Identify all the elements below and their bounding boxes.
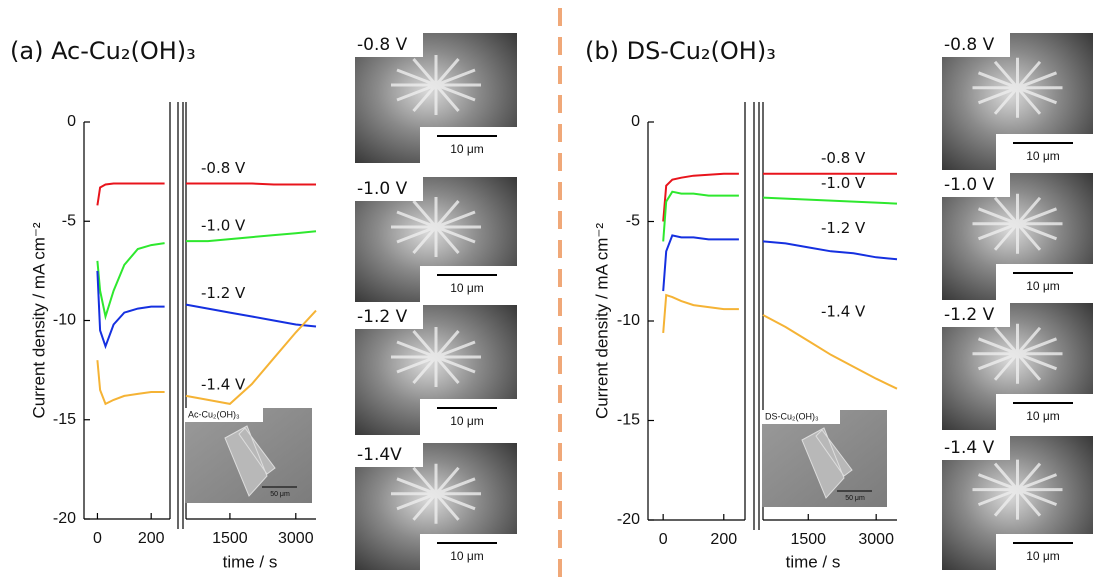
inset-label: Ac-Cu₂(OH)₃ bbox=[188, 409, 240, 419]
sem-scale-bg bbox=[996, 264, 1093, 300]
sem-scale: 10 μm bbox=[1026, 409, 1060, 423]
sem-dendrite bbox=[972, 323, 1063, 384]
sem-label: -1.4V bbox=[357, 445, 402, 465]
sem-scale-bg bbox=[996, 534, 1093, 570]
sem-scale-bg bbox=[420, 534, 517, 570]
series-line bbox=[762, 196, 898, 205]
y-axis-label: Current density / mA cm⁻² bbox=[592, 223, 611, 419]
inset-label: DS-Cu₂(OH)₃ bbox=[765, 411, 819, 421]
inset-particle bbox=[224, 425, 276, 497]
series-label: -1.0 V bbox=[201, 217, 246, 235]
series-line bbox=[662, 234, 739, 292]
x-axis-label: time / s bbox=[786, 552, 841, 571]
series-label: -1.2 V bbox=[201, 284, 246, 302]
x-tick-label: 0 bbox=[659, 531, 668, 548]
sem-label-bg bbox=[942, 173, 1010, 197]
sem-label-bg bbox=[355, 33, 423, 57]
inset-particle bbox=[801, 427, 853, 499]
sem-dendrite bbox=[391, 463, 481, 524]
sem-label-bg bbox=[355, 443, 423, 467]
series-line bbox=[186, 230, 317, 243]
y-tick-label: 0 bbox=[631, 113, 640, 130]
y-tick-label: -10 bbox=[617, 312, 640, 329]
sem-scale: 10 μm bbox=[1026, 149, 1060, 163]
series-label: -0.8 V bbox=[201, 159, 246, 177]
sem-label-bg bbox=[942, 436, 1010, 460]
series-line bbox=[96, 182, 165, 206]
inset-scale: 50 μm bbox=[845, 495, 865, 502]
sem-label: -1.2 V bbox=[357, 307, 408, 327]
series-line bbox=[96, 242, 165, 321]
inset-label-bg bbox=[185, 408, 263, 422]
sem-scale-bg bbox=[420, 127, 517, 163]
sem-scale: 10 μm bbox=[450, 414, 484, 428]
sem-label: -1.4 V bbox=[944, 438, 995, 458]
series-line bbox=[96, 360, 165, 406]
sem-label: -1.0 V bbox=[357, 179, 408, 199]
sem-scale: 10 μm bbox=[1026, 549, 1060, 563]
x-tick-label: 1500 bbox=[212, 530, 248, 547]
y-tick-label: -5 bbox=[62, 212, 76, 229]
y-tick-label: -5 bbox=[626, 213, 640, 230]
series-line bbox=[186, 182, 316, 186]
sem-scale: 10 μm bbox=[450, 142, 484, 156]
sem-dendrite bbox=[972, 459, 1063, 520]
inset-scale: 50 μm bbox=[270, 491, 290, 498]
series-line bbox=[762, 240, 898, 261]
sem-label-bg bbox=[355, 305, 423, 329]
series-line bbox=[185, 303, 317, 328]
series-line bbox=[662, 172, 739, 222]
series-label: -1.2 V bbox=[821, 219, 866, 237]
y-tick-label: -10 bbox=[53, 312, 76, 329]
sem-label-bg bbox=[942, 303, 1010, 327]
x-axis-label: time / s bbox=[223, 552, 278, 571]
sem-scale-bg bbox=[420, 399, 517, 435]
x-tick-label: 1500 bbox=[790, 531, 826, 548]
series-line bbox=[96, 270, 165, 350]
sem-scale: 10 μm bbox=[450, 549, 484, 563]
x-tick-label: 3000 bbox=[278, 530, 314, 547]
sem-label: -1.0 V bbox=[944, 175, 995, 195]
sem-scale-bg bbox=[996, 394, 1093, 430]
chart-title: (b) DS-Cu₂(OH)₃ bbox=[585, 37, 776, 65]
sem-dendrite bbox=[391, 197, 481, 257]
series-line bbox=[662, 190, 739, 242]
y-tick-label: 0 bbox=[67, 113, 76, 130]
sem-label-bg bbox=[355, 177, 423, 201]
series-line bbox=[762, 314, 898, 390]
series-label: -1.4 V bbox=[821, 302, 866, 320]
x-tick-label: 200 bbox=[138, 530, 165, 547]
x-tick-label: 200 bbox=[710, 531, 737, 548]
sem-scale-bg bbox=[996, 134, 1093, 170]
y-tick-label: -20 bbox=[53, 510, 76, 527]
series-line bbox=[185, 309, 317, 405]
sem-dendrite bbox=[391, 55, 481, 115]
sem-dendrite bbox=[972, 193, 1063, 254]
sem-label: -0.8 V bbox=[944, 35, 995, 55]
x-tick-label: 3000 bbox=[858, 531, 894, 548]
sem-label: -1.2 V bbox=[944, 305, 995, 325]
series-line bbox=[662, 293, 739, 333]
series-label: -0.8 V bbox=[821, 149, 866, 167]
chart-title: (a) Ac-Cu₂(OH)₃ bbox=[10, 37, 196, 65]
inset-label-bg bbox=[762, 410, 840, 424]
series-label: -1.0 V bbox=[821, 174, 866, 192]
sem-dendrite bbox=[972, 57, 1063, 118]
sem-dendrite bbox=[391, 327, 481, 387]
x-tick-label: 0 bbox=[93, 530, 102, 547]
y-tick-label: -15 bbox=[53, 411, 76, 428]
series-label: -1.4 V bbox=[201, 375, 246, 393]
sem-label-bg bbox=[942, 33, 1010, 57]
y-axis-label: Current density / mA cm⁻² bbox=[29, 222, 48, 418]
sem-scale: 10 μm bbox=[450, 281, 484, 295]
sem-label: -0.8 V bbox=[357, 35, 408, 55]
y-tick-label: -20 bbox=[617, 511, 640, 528]
y-tick-label: -15 bbox=[617, 412, 640, 429]
sem-scale-bg bbox=[420, 266, 517, 302]
sem-scale: 10 μm bbox=[1026, 279, 1060, 293]
